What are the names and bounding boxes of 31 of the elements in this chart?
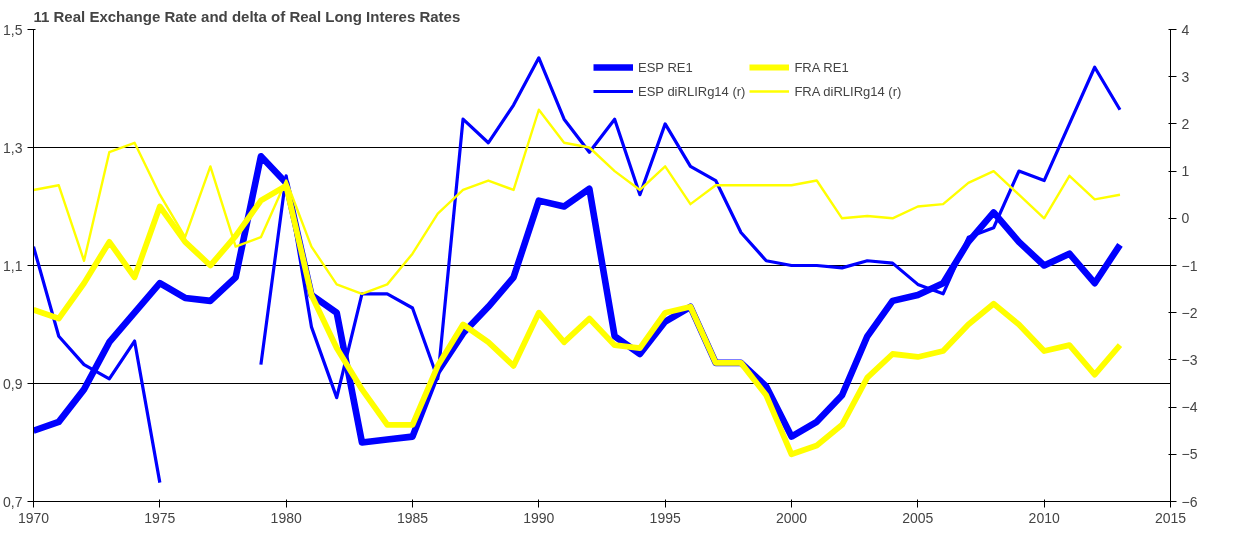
y2-tick-label: −1 [1181, 257, 1198, 274]
y2-tick-label: −5 [1181, 446, 1198, 463]
y-tick-label: 1,5 [3, 21, 23, 38]
legend-label: ESP diRLIRg14 (r) [638, 83, 746, 99]
x-tick-label: 2000 [775, 509, 808, 526]
y2-tick-label: 4 [1181, 21, 1190, 38]
y-tick-label: 1,1 [3, 257, 23, 274]
y2-tick-label: −2 [1181, 304, 1198, 321]
y2-tick-label: −4 [1181, 399, 1198, 416]
y2-tick-label: 3 [1181, 68, 1190, 85]
y2-tick-label: 2 [1181, 115, 1190, 132]
y2-tick-label: 1 [1181, 163, 1190, 180]
y-tick-label: 0,7 [3, 493, 23, 510]
y2-tick-label: −6 [1181, 493, 1198, 510]
chart-title: 11 Real Exchange Rate and delta of Real Long Interes Rates [33, 7, 461, 25]
x-tick-label: 1985 [396, 509, 429, 526]
x-tick-label: 1990 [523, 509, 555, 526]
legend-label: ESP RE1 [638, 59, 693, 75]
x-tick-label: 1995 [649, 509, 681, 526]
x-tick-label: 2005 [902, 509, 934, 526]
x-tick-label: 2015 [1154, 509, 1187, 526]
y-tick-label: 1,3 [3, 139, 23, 156]
y2-tick-label: −3 [1181, 351, 1198, 368]
legend-label: FRA diRLIRg14 (r) [794, 83, 902, 99]
x-tick-label: 1970 [17, 509, 50, 526]
legend-label: FRA RE1 [794, 59, 849, 75]
y2-tick-label: 0 [1181, 210, 1190, 227]
y-tick-label: 0,9 [3, 375, 23, 392]
x-tick-label: 2010 [1028, 509, 1060, 526]
x-tick-label: 1980 [270, 509, 302, 526]
x-tick-label: 1975 [144, 509, 176, 526]
